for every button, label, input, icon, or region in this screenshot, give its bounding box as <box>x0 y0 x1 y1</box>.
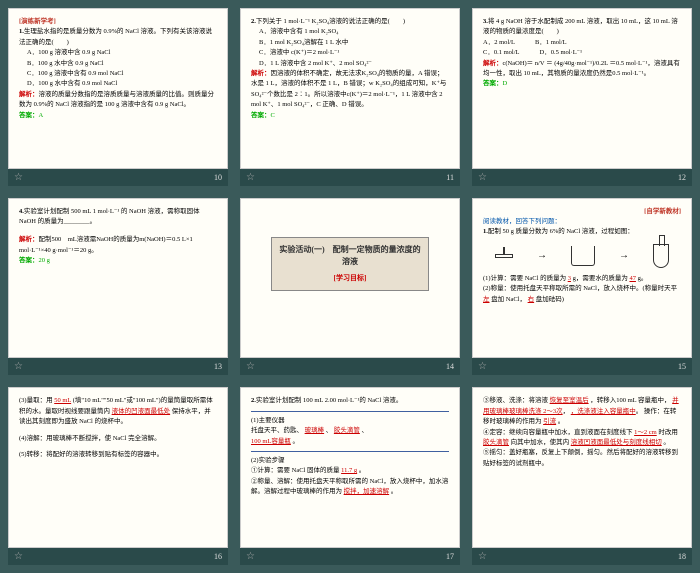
option-a: A．100 g 溶液中含 0.9 g NaCl <box>27 48 217 58</box>
slide-menu-icon[interactable]: ☆ <box>478 551 487 562</box>
sub-2a: ①计算：需要 NaCl 固体的质量 11.7 g 。 <box>251 466 449 476</box>
slide-content: 实验活动(一) 配制一定物质的量浓度的溶液 [学习目标] <box>240 198 460 359</box>
answer: 答案：C <box>251 111 449 121</box>
option-d: D．1 L 溶液中含 2 mol K⁺、2 mol SO₄²⁻ <box>259 59 449 69</box>
step-1: (1)计算：需要 NaCl 的质量为 3 g，需要水的质量为 47 g。 <box>483 274 681 284</box>
slide-16[interactable]: (3)量取：用 50 mL (填"10 mL""50 mL"或"100 mL")… <box>8 387 228 565</box>
diagram: → → <box>483 244 681 268</box>
slide-menu-icon[interactable]: ☆ <box>14 361 23 372</box>
option-b: B．1 mol K₂SO₄溶解在 1 L 水中 <box>259 38 449 48</box>
sub-2: (2)实验步骤 <box>251 456 449 466</box>
question-text: 3.将 4 g NaOH 溶于水配制成 200 mL 溶液，取出 10 mL，这… <box>483 17 681 38</box>
answer: 答案：20 g <box>19 256 217 266</box>
slide-15[interactable]: [自学新教材] 阅读教材，回答下列问题： 1.配制 50 g 质量分数为 6%的… <box>472 198 692 376</box>
step-2: (2)称量：使用托盘天平称取所需的 NaCl，放入烧杯中。(称量时天平 左 盘加… <box>483 284 681 305</box>
slide-content: 2.实验室计划配制 100 mL 2.00 mol·L⁻¹的 NaCl 溶液。 … <box>240 387 460 548</box>
question-text: 2.实验室计划配制 100 mL 2.00 mol·L⁻¹的 NaCl 溶液。 <box>251 396 449 406</box>
options-row2: C．0.1 mol/L D．0.5 mol·L⁻¹ <box>483 48 681 58</box>
option-c: C．溶液中 c(K⁺)＝2 mol·L⁻¹ <box>259 48 449 58</box>
line-2: ④定容：继续向容量瓶中加水，直到液面在刻度线下 1～2 cm 时改用 胶头滴管 … <box>483 428 681 449</box>
slide-14[interactable]: 实验活动(一) 配制一定物质的量浓度的溶液 [学习目标] ☆ 14 <box>240 198 460 376</box>
slide-menu-icon[interactable]: ☆ <box>14 172 23 183</box>
question-text: 1.配制 50 g 质量分数为 6%的 NaCl 溶液，过程如图： <box>483 227 681 237</box>
page-number: 13 <box>214 362 222 371</box>
slide-menu-icon[interactable]: ☆ <box>246 551 255 562</box>
analysis: 解析：配制500 mL溶液需NaOH的质量为m(NaOH)＝0.5 L×1 mo… <box>19 235 217 256</box>
arrow-icon: → <box>619 248 629 264</box>
slide-footer: ☆ 12 <box>472 169 692 186</box>
slide-12[interactable]: 3.将 4 g NaOH 溶于水配制成 200 mL 溶液，取出 10 mL，这… <box>472 8 692 186</box>
answer: 答案：A <box>19 111 217 121</box>
slide-11[interactable]: 2.下列关于 1 mol·L⁻¹ K₂SO₄溶液的说法正确的是( ) A．溶液中… <box>240 8 460 186</box>
slide-17[interactable]: 2.实验室计划配制 100 mL 2.00 mol·L⁻¹的 NaCl 溶液。 … <box>240 387 460 565</box>
page-number: 16 <box>214 552 222 561</box>
slide-menu-icon[interactable]: ☆ <box>478 172 487 183</box>
slide-footer: ☆ 11 <box>240 169 460 186</box>
slide-footer: ☆ 16 <box>8 548 228 565</box>
title-box: 实验活动(一) 配制一定物质的量浓度的溶液 [学习目标] <box>271 237 429 292</box>
slide-menu-icon[interactable]: ☆ <box>14 551 23 562</box>
page-number: 11 <box>446 173 454 182</box>
slide-menu-icon[interactable]: ☆ <box>246 361 255 372</box>
option-d: D．100 g 水中含有 0.9 mol NaCl <box>27 79 217 89</box>
option-b: B．100 g 水中含 0.9 g NaCl <box>27 59 217 69</box>
slide-footer: ☆ 17 <box>240 548 460 565</box>
slide-footer: ☆ 15 <box>472 358 692 375</box>
intro-text: 阅读教材，回答下列问题： <box>483 217 681 227</box>
slide-13[interactable]: 4.实验室计划配制 500 mL 1 mol·L⁻¹ 的 NaOH 溶液，需称取… <box>8 198 228 376</box>
slide-menu-icon[interactable]: ☆ <box>478 361 487 372</box>
slide-10[interactable]: [演练新学考] 1.生理盐水指的是质量分数为 0.9%的 NaCl 溶液。下列有… <box>8 8 228 186</box>
slide-content: (3)量取：用 50 mL (填"10 mL""50 mL"或"100 mL")… <box>8 387 228 548</box>
page-number: 15 <box>678 362 686 371</box>
slide-content: 3.将 4 g NaOH 溶于水配制成 200 mL 溶液，取出 10 mL，这… <box>472 8 692 169</box>
slide-menu-icon[interactable]: ☆ <box>246 172 255 183</box>
slide-content: 2.下列关于 1 mol·L⁻¹ K₂SO₄溶液的说法正确的是( ) A．溶液中… <box>240 8 460 169</box>
page-number: 18 <box>678 552 686 561</box>
page-number: 12 <box>678 173 686 182</box>
step-3: (3)量取：用 50 mL (填"10 mL""50 mL"或"100 mL")… <box>19 396 217 427</box>
step-4: (4)溶解：用玻璃棒不断搅拌，使 NaCl 完全溶解。 <box>19 434 217 444</box>
options-row1: A．2 mol/L B．1 mol/L <box>483 38 681 48</box>
scale-icon <box>495 254 513 258</box>
option-c: C．100 g 溶液中含有 0.9 mol NaCl <box>27 69 217 79</box>
question-text: 1.生理盐水指的是质量分数为 0.9%的 NaCl 溶液。下列有关该溶液说法正确… <box>19 27 217 48</box>
section-header: [演练新学考] <box>19 17 217 27</box>
line-3: ⑤摇匀：盖好瓶塞，反复上下颠倒，摇匀。然后将配好的溶液转移到贴好标签的试剂瓶中。 <box>483 448 681 469</box>
step-5: (5)转移：将配好的溶液转移到贴有标签的容器中。 <box>19 450 217 460</box>
page-number: 10 <box>214 173 222 182</box>
slide-content: ③移液、洗涤：将溶液 恢复至室温后 ，转移入100 mL 容量瓶中， 并用玻璃棒… <box>472 387 692 548</box>
flask-icon <box>653 244 669 268</box>
option-a: A．溶液中含有 1 mol K₂SO₄ <box>259 27 449 37</box>
page-number: 14 <box>446 362 454 371</box>
slide-content: 4.实验室计划配制 500 mL 1 mol·L⁻¹ 的 NaOH 溶液，需称取… <box>8 198 228 359</box>
slide-footer: ☆ 13 <box>8 358 228 375</box>
analysis: 解析：溶液的质量分数指的是溶质质量与溶液质量的比值。则质量分数为 0.9%的 N… <box>19 90 217 111</box>
page-number: 17 <box>446 552 454 561</box>
separator <box>251 411 449 412</box>
section-header: [自学新教材] <box>483 207 681 217</box>
slide-footer: ☆ 10 <box>8 169 228 186</box>
slide-footer: ☆ 18 <box>472 548 692 565</box>
beaker-icon <box>571 246 595 266</box>
line-1: ③移液、洗涤：将溶液 恢复至室温后 ，转移入100 mL 容量瓶中， 并用玻璃棒… <box>483 396 681 427</box>
slide-18[interactable]: ③移液、洗涤：将溶液 恢复至室温后 ，转移入100 mL 容量瓶中， 并用玻璃棒… <box>472 387 692 565</box>
question-text: 2.下列关于 1 mol·L⁻¹ K₂SO₄溶液的说法正确的是( ) <box>251 17 449 27</box>
separator <box>251 451 449 452</box>
slide-grid: [演练新学考] 1.生理盐水指的是质量分数为 0.9%的 NaCl 溶液。下列有… <box>0 0 700 573</box>
slide-content: [自学新教材] 阅读教材，回答下列问题： 1.配制 50 g 质量分数为 6%的… <box>472 198 692 359</box>
question-text: 4.实验室计划配制 500 mL 1 mol·L⁻¹ 的 NaOH 溶液，需称取… <box>19 207 217 228</box>
sub-1: (1)主要仪器 托盘天平、药匙、 玻璃棒 、 胶头滴管 、 100 mL容量瓶 … <box>251 416 449 447</box>
slide-content: [演练新学考] 1.生理盐水指的是质量分数为 0.9%的 NaCl 溶液。下列有… <box>8 8 228 169</box>
arrow-icon: → <box>537 248 547 264</box>
analysis: 解析：因溶液的体积不确定，故无法求K₂SO₄的物质的量，A 错误；水是 1 L，… <box>251 69 449 111</box>
analysis: 解析：c(NaOH)＝ n/V ＝ (4g/40g·mol⁻¹)/0.2L ＝0… <box>483 59 681 80</box>
answer: 答案：D <box>483 79 681 89</box>
sub-2b: ②称量、溶解：使用托盘天平称取所需的 NaCl，放入烧杯中，加水溶解。溶解过程中… <box>251 477 449 498</box>
slide-footer: ☆ 14 <box>240 358 460 375</box>
